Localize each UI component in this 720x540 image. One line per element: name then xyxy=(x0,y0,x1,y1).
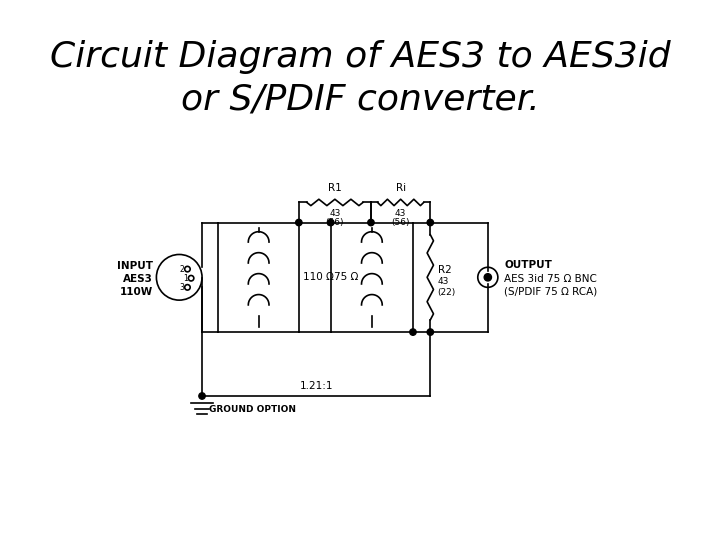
Text: 43: 43 xyxy=(329,209,341,218)
Text: Ri: Ri xyxy=(395,183,405,193)
Text: R1: R1 xyxy=(328,183,342,193)
Text: GROUND OPTION: GROUND OPTION xyxy=(210,405,297,414)
Text: (22): (22) xyxy=(438,288,456,298)
Circle shape xyxy=(296,219,302,226)
Circle shape xyxy=(427,219,433,226)
Text: or S/PDIF converter.: or S/PDIF converter. xyxy=(181,83,539,117)
Text: 2: 2 xyxy=(179,265,184,274)
Text: 75 Ω: 75 Ω xyxy=(333,272,358,282)
Text: (56): (56) xyxy=(325,218,344,227)
Text: AES 3id 75 Ω BNC: AES 3id 75 Ω BNC xyxy=(504,274,597,284)
Circle shape xyxy=(427,329,433,335)
Circle shape xyxy=(199,393,205,399)
Text: INPUT: INPUT xyxy=(117,261,153,271)
Text: Circuit Diagram of AES3 to AES3id: Circuit Diagram of AES3 to AES3id xyxy=(50,40,670,74)
Text: 110W: 110W xyxy=(120,287,153,297)
Text: 1: 1 xyxy=(183,274,188,283)
Text: (S/PDIF 75 Ω RCA): (S/PDIF 75 Ω RCA) xyxy=(504,287,598,297)
Text: AES3: AES3 xyxy=(123,274,153,284)
Text: R2: R2 xyxy=(438,265,451,275)
Text: 43: 43 xyxy=(438,278,449,286)
Circle shape xyxy=(368,219,374,226)
Circle shape xyxy=(328,219,334,226)
Text: OUTPUT: OUTPUT xyxy=(504,260,552,269)
Circle shape xyxy=(484,274,492,281)
Text: 3: 3 xyxy=(179,283,184,292)
Text: 1.21:1: 1.21:1 xyxy=(300,381,333,391)
Text: 110 Ω: 110 Ω xyxy=(303,272,334,282)
Text: (56): (56) xyxy=(392,218,410,227)
Text: 43: 43 xyxy=(395,209,406,218)
Circle shape xyxy=(410,329,416,335)
